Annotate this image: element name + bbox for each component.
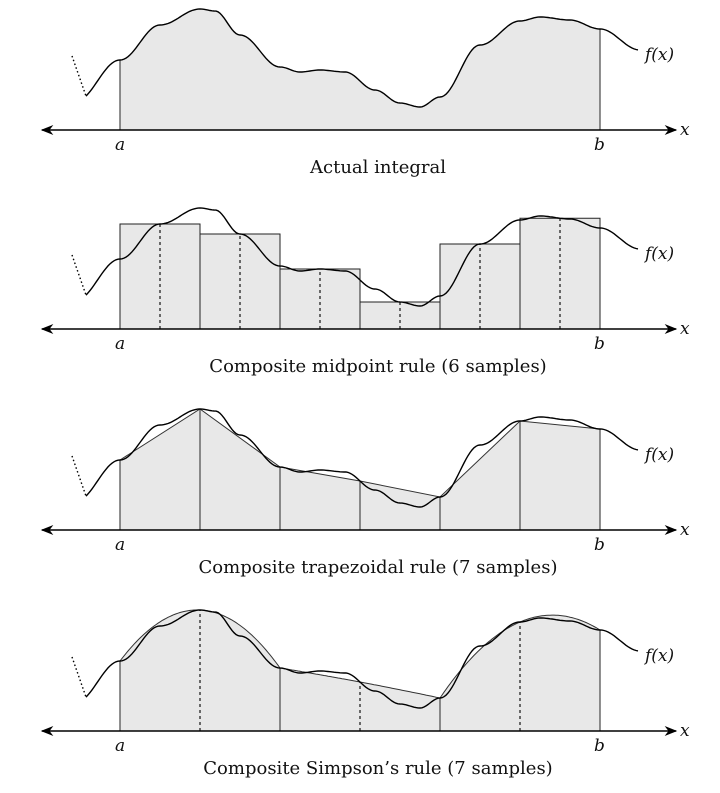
function-curve <box>85 408 639 508</box>
bound-label-a: a <box>115 535 125 555</box>
trapezoid-sample-lines <box>119 409 601 530</box>
integral-area <box>120 9 600 130</box>
axis-label: x <box>680 319 690 339</box>
panel-caption: Composite midpoint rule (6 samples) <box>209 356 546 377</box>
panel-simpson-rule: f(x) x a b Composite Simpson’s rule (7 s… <box>40 609 690 779</box>
bound-label-b: b <box>594 135 605 155</box>
function-curve <box>85 8 639 108</box>
curve-tail <box>71 656 87 698</box>
trapezoid-area <box>120 409 600 530</box>
function-label: f(x) <box>643 45 674 65</box>
function-label: f(x) <box>643 646 674 666</box>
panel-caption: Composite trapezoidal rule (7 samples) <box>199 557 558 578</box>
axis-label: x <box>680 120 690 140</box>
function-curve <box>85 207 639 307</box>
midpoint-sample-lines <box>159 218 561 329</box>
curve-tail <box>71 55 87 97</box>
panel-caption: Composite Simpson’s rule (7 samples) <box>203 758 552 779</box>
simpson-sample-lines <box>119 610 601 731</box>
curve-tail <box>71 254 87 296</box>
function-curve <box>85 609 639 709</box>
bound-label-a: a <box>115 736 125 756</box>
bound-label-a: a <box>115 334 125 354</box>
function-label: f(x) <box>643 445 674 465</box>
panel-trapezoidal-rule: f(x) x a b Composite trapezoidal rule (7… <box>40 408 690 578</box>
bound-label-b: b <box>594 535 605 555</box>
bound-label-b: b <box>594 334 605 354</box>
panel-midpoint-rule: f(x) x a b Composite midpoint rule (6 sa… <box>40 207 690 377</box>
bound-label-b: b <box>594 736 605 756</box>
curve-tail <box>71 455 87 497</box>
panel-caption: Actual integral <box>309 157 446 178</box>
function-label: f(x) <box>643 244 674 264</box>
axis-label: x <box>680 520 690 540</box>
axis-label: x <box>680 721 690 741</box>
midpoint-rectangle <box>119 223 201 330</box>
parabola-area <box>120 609 600 731</box>
panel-actual-integral: f(x) x a b Actual integral <box>40 8 690 178</box>
bound-label-a: a <box>115 135 125 155</box>
midpoint-rectangles <box>119 217 601 330</box>
